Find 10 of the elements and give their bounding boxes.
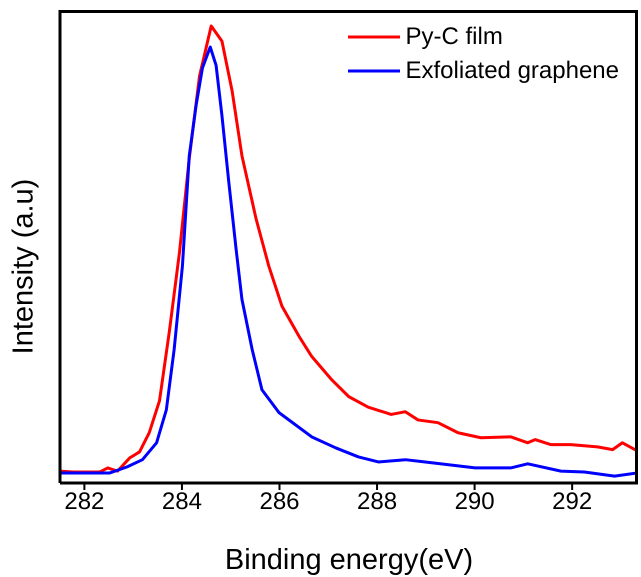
x-tick-label: 284 — [162, 488, 202, 516]
x-tick-label: 290 — [454, 488, 495, 516]
legend-label: Py-C film — [406, 22, 503, 52]
legend-label: Exfoliated graphene — [406, 56, 619, 86]
x-tick-label: 282 — [64, 488, 104, 516]
x-axis-title: Binding energy(eV) — [224, 544, 474, 576]
y-axis-title: Intensity (a.u) — [7, 178, 40, 354]
x-tick-label: 286 — [259, 488, 300, 516]
x-tick-label: 292 — [552, 488, 592, 516]
x-tick-label: 288 — [357, 488, 398, 516]
